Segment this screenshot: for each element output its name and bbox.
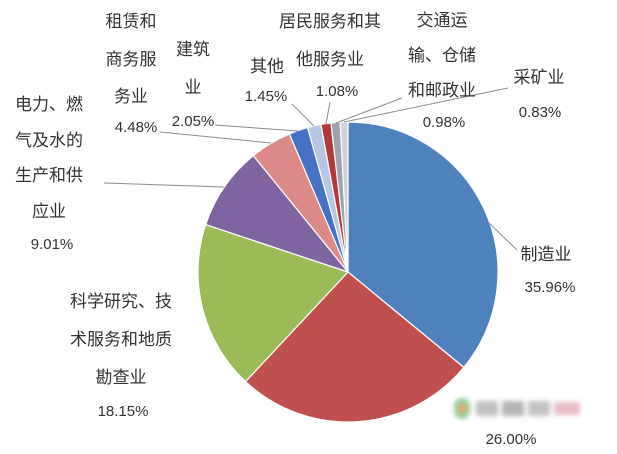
leader-line-zhizao bbox=[487, 221, 518, 251]
pie-slice-1 bbox=[244, 271, 465, 423]
leader-line-dianli bbox=[103, 182, 225, 188]
slice-value-dianli: 9.01% bbox=[30, 236, 74, 253]
slice-label-dianli: 电力、燃 气及水的 生产和供 应业 bbox=[15, 95, 83, 223]
slice-label-qita: 其他 bbox=[250, 57, 284, 77]
leader-line-qita bbox=[291, 103, 315, 127]
watermark-block bbox=[476, 401, 498, 416]
leader-lines bbox=[103, 87, 518, 251]
slice-label-zhizao: 制造业 bbox=[520, 245, 572, 265]
pie-slice-0 bbox=[347, 121, 499, 368]
slice-label-jumin: 居民服务和其 他服务业 bbox=[279, 12, 381, 70]
slice-value-caikuang: 0.83% bbox=[518, 104, 562, 121]
slice-label-kexue: 科学研究、技 术服务和地质 勘查业 bbox=[70, 292, 172, 388]
slice-value-jumin: 1.08% bbox=[315, 83, 359, 100]
watermark-block bbox=[528, 401, 550, 416]
pie-slice-3 bbox=[205, 155, 349, 273]
pie-slice-2 bbox=[197, 223, 349, 383]
leader-line-jumin bbox=[325, 101, 331, 125]
watermark-logo-accent bbox=[459, 404, 466, 413]
slice-value-jianzhu: 2.05% bbox=[171, 113, 215, 130]
leader-line-zulin bbox=[159, 131, 272, 144]
slice-label-caikuang: 采矿业 bbox=[513, 68, 565, 88]
slice-value-zhizao: 35.96% bbox=[524, 279, 576, 296]
slice-value-zulin: 4.48% bbox=[114, 119, 158, 136]
leader-line-caikuang bbox=[343, 87, 509, 123]
slice-label-jianzhu: 建筑 业 bbox=[176, 40, 210, 98]
slice-value-qita: 1.45% bbox=[244, 88, 288, 105]
watermark-block bbox=[554, 402, 580, 415]
slice-value-kexue: 18.15% bbox=[97, 403, 149, 420]
pie-slices bbox=[197, 121, 499, 423]
watermark-block bbox=[502, 401, 524, 416]
leader-line-jianzhu bbox=[214, 124, 299, 132]
leader-line-jiaotong bbox=[335, 97, 403, 124]
blurred-watermark bbox=[448, 395, 584, 422]
slice-label-jiaotong: 交通运 输、仓储 和邮政业 bbox=[408, 11, 476, 101]
slice-value-jiaotong: 0.98% bbox=[422, 114, 466, 131]
slice-value-red: 26.00% bbox=[485, 431, 537, 448]
slice-label-zulin: 租赁和 商务服 务业 bbox=[105, 12, 157, 107]
